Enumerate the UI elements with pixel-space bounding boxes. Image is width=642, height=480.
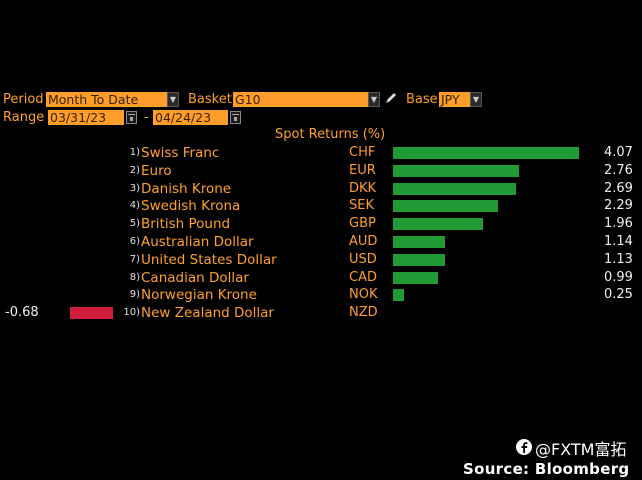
row-rank: 10) [123, 307, 140, 319]
period-select[interactable]: Month To Date [46, 92, 168, 107]
currency-name[interactable]: New Zealand Dollar [141, 305, 274, 322]
chevron-down-icon[interactable]: ▼ [167, 92, 179, 107]
row-rank: 1) [129, 147, 140, 158]
bar-positive [393, 289, 405, 302]
value-label: 0.99 [604, 269, 633, 285]
range-end-input[interactable]: 04/24/23 [153, 110, 228, 125]
currency-name[interactable]: Norwegian Krone [141, 287, 257, 304]
currency-code: CHF [349, 145, 376, 160]
row-rank: 8) [129, 271, 140, 283]
chevron-down-icon[interactable]: ▼ [368, 92, 380, 107]
row-rank: 4) [129, 200, 140, 212]
currency-code: NZD [349, 305, 378, 321]
currency-name[interactable]: Swiss Franc [141, 145, 220, 161]
currency-name[interactable]: Australian Dollar [141, 234, 254, 250]
value-label: 4.07 [604, 145, 633, 160]
range-separator: - [144, 110, 149, 125]
currency-code: CAD [349, 269, 377, 285]
currency-code: EUR [349, 162, 376, 178]
basket-select[interactable]: G10 [233, 92, 369, 107]
row-rank: 9) [129, 289, 140, 301]
pencil-icon[interactable] [384, 91, 398, 109]
calendar-icon[interactable] [230, 111, 241, 124]
currency-code: GBP [349, 216, 376, 232]
currency-code: NOK [349, 287, 378, 303]
currency-name[interactable]: British Pound [141, 216, 231, 233]
currency-name[interactable]: Danish Krone [141, 180, 232, 197]
value-label: 2.69 [604, 180, 633, 196]
value-label: 1.14 [604, 234, 633, 249]
bar-positive [393, 236, 446, 248]
chart-title: Spot Returns (%) [275, 127, 386, 142]
currency-code: DKK [349, 180, 377, 196]
currency-name[interactable]: Canadian Dollar [141, 269, 249, 286]
currency-code: AUD [349, 234, 378, 249]
basket-label: Basket [188, 92, 232, 107]
currency-name[interactable]: United States Dollar [141, 251, 277, 268]
row-rank: 5) [129, 218, 140, 230]
currency-code: SEK [349, 198, 374, 214]
bar-positive [393, 218, 483, 231]
value-label: -0.68 [5, 305, 39, 321]
bar-positive [393, 182, 516, 195]
range-start-input[interactable]: 03/31/23 [48, 110, 124, 125]
currency-name[interactable]: Euro [141, 162, 172, 179]
currency-name[interactable]: Swedish Krona [141, 198, 241, 215]
row-rank: 6) [129, 236, 140, 247]
row-rank: 7) [129, 253, 140, 265]
value-label: 2.76 [604, 162, 633, 178]
bar-positive [393, 200, 498, 213]
value-label: 1.13 [604, 251, 633, 267]
brand-watermark: @FXTM富拓 [535, 440, 627, 459]
value-label: 1.96 [604, 216, 633, 232]
calendar-icon[interactable] [126, 111, 137, 124]
value-label: 2.29 [604, 198, 633, 214]
facebook-icon [515, 438, 533, 460]
base-select[interactable]: JPY [439, 92, 471, 107]
bar-positive [393, 147, 579, 159]
currency-code: USD [349, 251, 377, 267]
bar-positive [393, 164, 520, 177]
bar-positive [393, 271, 439, 284]
bar-positive [393, 253, 445, 266]
value-label: 0.25 [604, 287, 633, 303]
row-rank: 2) [129, 164, 140, 176]
source-label: Source: Bloomberg [463, 460, 630, 478]
bar-negative [70, 307, 113, 320]
period-label: Period [3, 92, 44, 107]
base-label: Base [406, 92, 438, 107]
range-label: Range [3, 110, 45, 125]
chevron-down-icon[interactable]: ▼ [470, 92, 482, 107]
row-rank: 3) [129, 182, 140, 194]
